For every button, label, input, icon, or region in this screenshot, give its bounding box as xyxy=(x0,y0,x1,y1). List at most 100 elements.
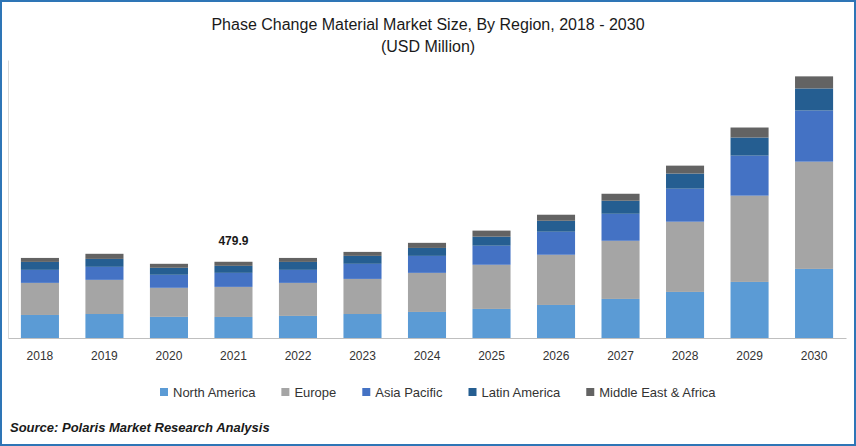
bar-segment xyxy=(21,258,59,262)
bar-segment xyxy=(472,237,510,246)
legend-item: North America xyxy=(160,385,256,400)
bar-segment xyxy=(279,316,317,338)
bar-segment xyxy=(537,305,575,338)
bar-segment xyxy=(602,299,640,338)
x-axis: 2018 2019 2020 2021 2022 2023 2024 2025 2026 2027… xyxy=(9,338,847,363)
legend-label: Europe xyxy=(294,385,336,400)
bar-segment xyxy=(537,221,575,232)
x-tick: 2029 xyxy=(736,338,763,363)
x-tick: 2018 xyxy=(27,338,54,363)
bar-segment xyxy=(472,246,510,265)
bar-segment xyxy=(795,88,833,110)
y-axis-line xyxy=(8,61,9,339)
legend-swatch xyxy=(160,388,168,396)
chart: Phase Change Material Market Size, By Re… xyxy=(0,0,856,446)
bar-segment xyxy=(602,194,640,201)
bar-segment xyxy=(150,268,188,275)
bar-segment xyxy=(343,256,381,264)
bar-segment xyxy=(795,111,833,162)
bar-segment xyxy=(666,222,704,292)
x-tick: 2021 xyxy=(220,338,247,363)
x-tick: 2027 xyxy=(607,338,634,363)
bar-segment xyxy=(795,76,833,88)
x-tick-label: 2025 xyxy=(478,349,505,363)
legend-swatch xyxy=(469,388,477,396)
bar-segment xyxy=(666,174,704,189)
bar-segment xyxy=(472,265,510,309)
legend: North America Europe Asia Pacific Latin Ame… xyxy=(160,385,716,400)
bar-segment xyxy=(795,162,833,269)
x-tick-label: 2024 xyxy=(414,349,441,363)
legend-label: Middle East & Africa xyxy=(599,385,716,400)
bar-segment xyxy=(731,196,769,282)
bar-segment xyxy=(21,270,59,283)
bar-segment xyxy=(666,189,704,222)
x-tick-label: 2027 xyxy=(607,349,634,363)
bar-segment xyxy=(472,231,510,237)
bar-segment xyxy=(408,248,446,256)
bar-segment xyxy=(343,264,381,279)
legend-item: Europe xyxy=(281,385,336,400)
legend-item: Latin America xyxy=(469,385,562,400)
bar-segment xyxy=(21,262,59,270)
x-tick-label: 2019 xyxy=(91,349,118,363)
legend-label: North America xyxy=(173,385,256,400)
bar-segment xyxy=(343,314,381,338)
bar-segment xyxy=(408,243,446,248)
legend-swatch xyxy=(362,388,370,396)
bar-segment xyxy=(150,275,188,288)
bar-segment xyxy=(537,215,575,221)
bar-segment xyxy=(85,267,123,280)
frame xyxy=(1,1,855,445)
legend-item: Middle East & Africa xyxy=(586,385,716,400)
x-axis-line xyxy=(9,338,847,339)
bar-segment xyxy=(343,252,381,256)
bar-segment xyxy=(21,283,59,315)
bar-segment xyxy=(408,312,446,338)
x-tick: 2022 xyxy=(285,338,312,363)
x-tick-label: 2028 xyxy=(672,349,699,363)
bar-segment xyxy=(214,287,252,317)
legend-label: Asia Pacific xyxy=(375,385,443,400)
x-tick-label: 2023 xyxy=(349,349,376,363)
x-tick-label: 2022 xyxy=(285,349,312,363)
bar-segment xyxy=(85,254,123,259)
bar-segment xyxy=(85,259,123,267)
bar-segment xyxy=(537,255,575,305)
bar-segment xyxy=(731,156,769,196)
bar-segment xyxy=(150,288,188,317)
x-tick: 2019 xyxy=(91,338,118,363)
legend-label: Latin America xyxy=(482,385,562,400)
bar-segment xyxy=(214,317,252,338)
x-tick-label: 2018 xyxy=(27,349,54,363)
bar-segment xyxy=(602,201,640,214)
legend-swatch xyxy=(281,388,289,396)
source: Source: Polaris Market Research Analysis xyxy=(10,420,270,435)
title: Phase Change Material Market Size, By Re… xyxy=(211,16,644,33)
x-tick: 2023 xyxy=(349,338,376,363)
bar-segment xyxy=(21,315,59,338)
y-axis xyxy=(8,61,9,339)
bar-segment xyxy=(537,232,575,255)
legend-swatch xyxy=(586,388,594,396)
bar-segment xyxy=(85,314,123,338)
bar-segment xyxy=(150,317,188,338)
bar-segment xyxy=(408,256,446,273)
x-tick-label: 2026 xyxy=(543,349,570,363)
bar-segment xyxy=(150,264,188,268)
bars xyxy=(21,76,833,338)
bar-segment xyxy=(731,138,769,156)
x-tick-label: 2020 xyxy=(156,349,183,363)
bar-segment xyxy=(279,283,317,316)
x-tick: 2026 xyxy=(543,338,570,363)
bar-segment xyxy=(795,269,833,338)
legend-item: Asia Pacific xyxy=(362,385,443,400)
bar-segment xyxy=(666,292,704,338)
x-tick-label: 2030 xyxy=(801,349,828,363)
bar-segment xyxy=(214,273,252,287)
x-tick: 2030 xyxy=(801,338,828,363)
bar-segment xyxy=(731,128,769,138)
bar-segment xyxy=(214,262,252,266)
x-tick: 2025 xyxy=(478,338,505,363)
bar-segment xyxy=(731,282,769,338)
